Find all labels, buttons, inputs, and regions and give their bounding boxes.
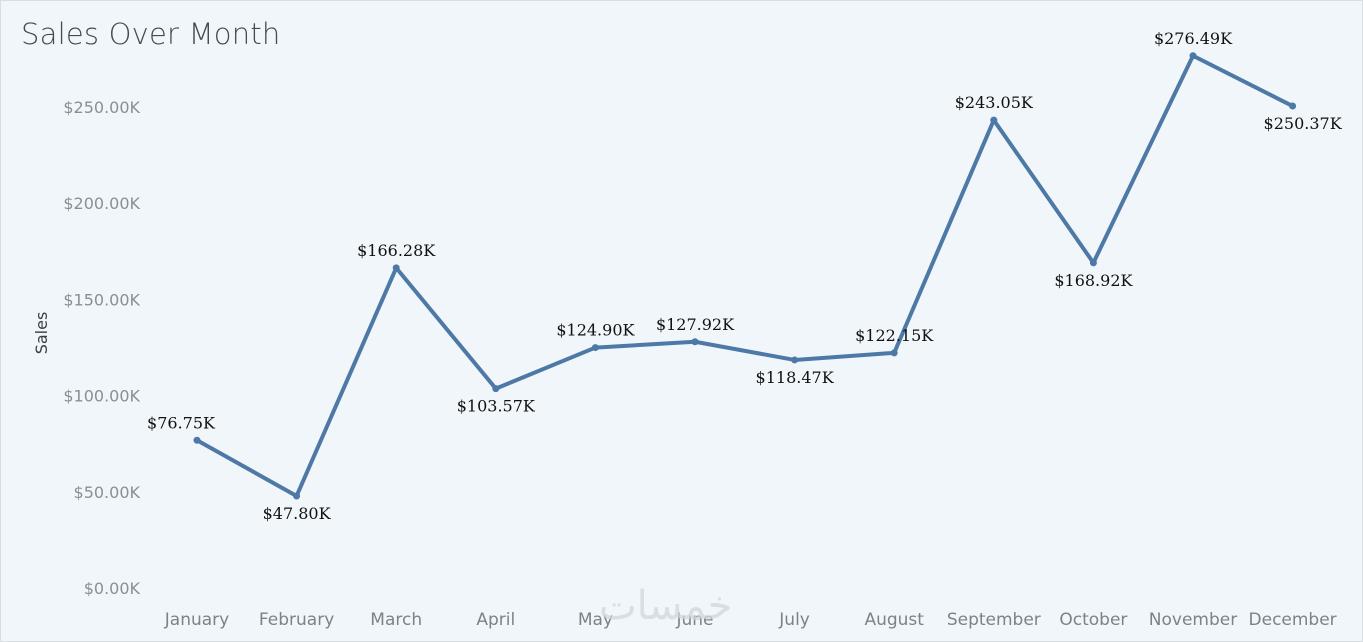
data-label: $250.37K: [1264, 114, 1343, 133]
y-tick-label: $250.00K: [63, 98, 140, 117]
x-axis: January February March April May June July Augu…: [164, 610, 1337, 630]
data-label: $127.92K: [656, 315, 735, 334]
x-tick-label: August: [864, 610, 924, 630]
data-label: $103.57K: [457, 397, 536, 416]
y-tick-label: $150.00K: [63, 290, 140, 309]
data-label: $276.49K: [1154, 29, 1233, 48]
data-point: [890, 349, 898, 357]
data-point: [1189, 52, 1197, 60]
x-tick-label: July: [778, 610, 810, 630]
chart-title: Sales Over Month: [21, 17, 281, 51]
y-axis: $0.00K $50.00K $100.00K $150.00K $200.00K $25…: [63, 98, 140, 598]
data-labels-layer: $76.75K $47.80K $166.28K $103.57K $124.90K $1…: [147, 29, 1343, 523]
data-label: $47.80K: [263, 504, 332, 523]
watermark-logo: خمسات: [599, 583, 733, 629]
data-point: [990, 116, 998, 124]
y-tick-label: $200.00K: [63, 194, 140, 213]
x-tick-label: February: [259, 610, 334, 630]
data-point: [193, 436, 201, 444]
data-point: [293, 492, 301, 500]
data-point: [492, 385, 500, 393]
data-label: $168.92K: [1054, 271, 1133, 290]
data-label: $166.28K: [357, 241, 436, 260]
x-tick-label: May: [578, 610, 613, 630]
x-tick-label: September: [947, 610, 1041, 630]
data-point: [1089, 259, 1097, 267]
y-tick-label: $50.00K: [74, 483, 141, 502]
data-label: $118.47K: [756, 368, 835, 387]
data-label: $124.90K: [556, 321, 635, 340]
x-tick-label: January: [164, 610, 229, 630]
x-tick-label: December: [1249, 610, 1337, 630]
data-label: $122.15K: [855, 326, 934, 345]
x-tick-label: April: [476, 610, 515, 630]
data-point: [691, 338, 699, 346]
y-tick-label: $0.00K: [84, 579, 141, 598]
x-tick-label: October: [1059, 610, 1127, 630]
x-tick-label: June: [675, 610, 713, 630]
series-layer: [193, 52, 1297, 500]
data-label: $76.75K: [147, 413, 216, 432]
x-tick-label: November: [1149, 610, 1237, 630]
series-line: [195, 53, 1295, 498]
y-tick-label: $100.00K: [63, 387, 140, 406]
data-point: [791, 356, 799, 364]
data-label: $243.05K: [955, 93, 1034, 112]
data-point: [591, 344, 599, 352]
y-axis-label: Sales: [32, 312, 51, 355]
data-point: [1289, 102, 1297, 110]
data-point: [392, 264, 400, 272]
x-tick-label: March: [370, 610, 422, 630]
